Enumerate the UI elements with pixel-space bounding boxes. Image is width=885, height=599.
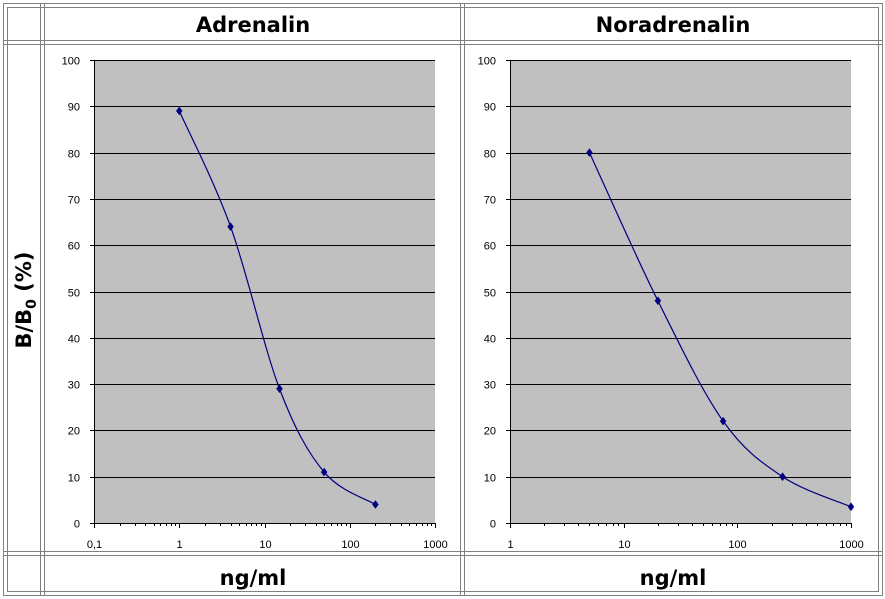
- y-tick-label: 80: [68, 149, 80, 161]
- y-axis-label-main: B/B: [12, 309, 36, 349]
- data-point: [372, 500, 379, 509]
- table-borders: [3, 3, 883, 596]
- y-tick-label: 50: [68, 288, 80, 300]
- y-tick-label: 70: [68, 195, 80, 207]
- data-point: [654, 296, 662, 306]
- x-tick-label: 1000: [423, 539, 447, 551]
- data-point: [320, 467, 328, 477]
- data-point: [719, 416, 727, 426]
- chart-adrenalin: 0 10 20 30 40 50 60 70 80 90 100 0,1 1 10 100 1000: [62, 56, 448, 552]
- y-tick-label: 60: [484, 241, 496, 253]
- x-tick-label: 1: [176, 539, 182, 551]
- y-tick-label: 10: [484, 473, 496, 485]
- y-tick-label: 30: [484, 380, 496, 392]
- data-point: [779, 472, 786, 482]
- y-tick-label: 70: [484, 195, 496, 207]
- data-point: [227, 222, 234, 232]
- x-tick-label: 1: [507, 539, 513, 551]
- svg-text:B/B0 (%): B/B0 (%): [12, 252, 40, 349]
- plot-area: [94, 60, 435, 523]
- y-tick-label: 20: [68, 426, 80, 438]
- y-tick-label: 0: [490, 519, 496, 531]
- y-tick-label: 20: [484, 426, 496, 438]
- y-tick-label: 100: [478, 56, 496, 68]
- x-tick-label: 0,1: [87, 539, 102, 551]
- y-tick-label: 10: [68, 473, 80, 485]
- x-tick-label: 10: [259, 539, 271, 551]
- y-tick-label: 90: [484, 102, 496, 114]
- chart-title-noradrenalin: Noradrenalin: [596, 13, 751, 37]
- y-tick-label: 100: [62, 56, 80, 68]
- y-axis-label: B/B0 (%): [12, 252, 40, 349]
- y-tick-label: 0: [74, 519, 80, 531]
- series-line: [178, 110, 376, 505]
- plot-area: [510, 60, 851, 523]
- y-tick-label: 40: [484, 334, 496, 346]
- y-tick-label: 30: [68, 380, 80, 392]
- y-axis-label-suffix: (%): [12, 252, 36, 300]
- x-tick-label: 100: [728, 539, 746, 551]
- y-tick-label: 50: [484, 288, 496, 300]
- x-tick-label: 10: [618, 539, 630, 551]
- x-tick-label: 1000: [839, 539, 863, 551]
- series-line: [588, 152, 852, 508]
- y-tick-label: 90: [68, 102, 80, 114]
- y-tick-label: 40: [68, 334, 80, 346]
- chart-title-adrenalin: Adrenalin: [196, 13, 310, 37]
- y-tick-label: 80: [484, 149, 496, 161]
- data-point: [847, 502, 855, 512]
- data-point: [175, 106, 183, 116]
- y-tick-label: 60: [68, 241, 80, 253]
- y-axis-label-subscript: 0: [24, 299, 40, 309]
- data-point: [276, 384, 283, 394]
- x-axis-label-noradrenalin: ng/ml: [640, 566, 707, 590]
- x-tick-label: 100: [341, 539, 359, 551]
- data-point: [586, 148, 593, 158]
- x-axis-label-adrenalin: ng/ml: [220, 566, 287, 590]
